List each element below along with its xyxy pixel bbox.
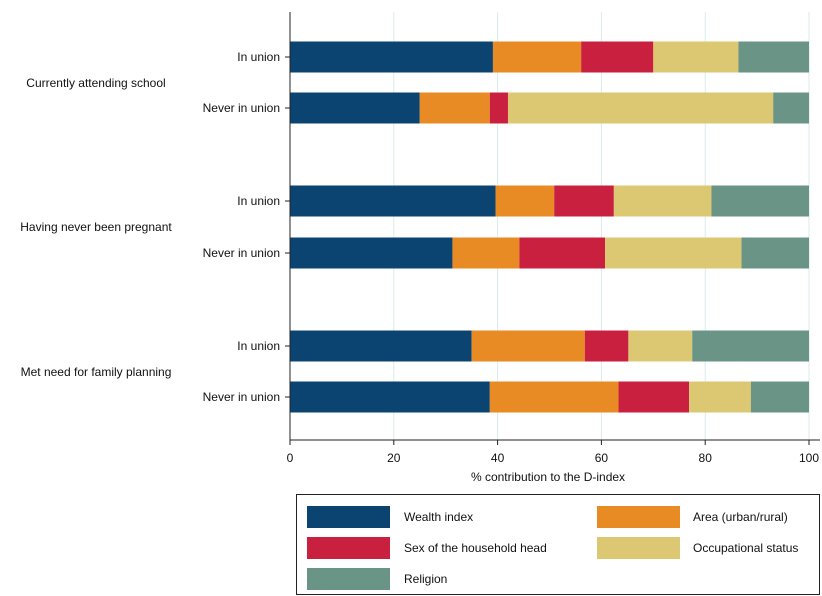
bar-segment (492, 41, 582, 73)
x-tick-label: 20 (387, 451, 401, 465)
bar-segment (507, 92, 774, 124)
bars (290, 41, 809, 413)
legend: Wealth index Area (urban/rural) Sex of the… (296, 494, 820, 595)
bar-segment (471, 330, 585, 362)
group-label: Having never been pregnant (20, 220, 172, 234)
legend-swatch (597, 537, 680, 559)
bar-segment (290, 381, 490, 413)
gridlines (393, 12, 810, 440)
bar-segment (290, 185, 496, 217)
bar-segment (692, 330, 809, 362)
bar-segment (605, 237, 742, 269)
bar-segment (750, 381, 809, 413)
bar-segment (519, 237, 606, 269)
bar-segment (653, 41, 739, 73)
x-tick-label: 60 (595, 451, 609, 465)
bar-segment (489, 381, 619, 413)
bar-segment (689, 381, 751, 413)
legend-swatch (597, 506, 680, 528)
legend-label: Wealth index (404, 510, 473, 524)
bar-segment (290, 92, 420, 124)
x-axis-label: % contribution to the D-index (471, 470, 625, 484)
x-tick-label: 80 (699, 451, 713, 465)
x-tick-label: 100 (799, 451, 819, 465)
x-tick-label: 0 (287, 451, 294, 465)
row-label: In union (237, 50, 280, 64)
legend-swatch (307, 568, 390, 590)
group-label: Met need for family planning (21, 365, 172, 379)
bar-segment (554, 185, 614, 217)
category-labels: In union Never in union Currently attendin… (20, 50, 280, 404)
legend-label: Sex of the household head (404, 541, 547, 555)
row-label: Never in union (203, 246, 280, 260)
bar-segment (628, 330, 693, 362)
legend-label: Religion (404, 572, 447, 586)
bar-segment (584, 330, 629, 362)
row-label: Never in union (203, 390, 280, 404)
bar-segment (738, 41, 809, 73)
axes: 0 20 40 60 80 100 (285, 12, 820, 465)
row-label: In union (237, 339, 280, 353)
bar-segment (489, 92, 508, 124)
bar-segment (773, 92, 809, 124)
bar-segment (290, 237, 453, 269)
bar-segment (452, 237, 520, 269)
legend-swatch (307, 506, 390, 528)
bar-segment (290, 41, 493, 73)
bar-segment (495, 185, 555, 217)
row-label: Never in union (203, 101, 280, 115)
row-label: In union (237, 194, 280, 208)
legend-swatch (307, 537, 390, 559)
bar-segment (613, 185, 712, 217)
bar-segment (741, 237, 809, 269)
legend-label: Area (urban/rural) (693, 510, 788, 524)
x-tick-label: 40 (491, 451, 505, 465)
bar-segment (581, 41, 654, 73)
group-label: Currently attending school (26, 76, 165, 90)
bar-segment (419, 92, 490, 124)
legend-label: Occupational status (693, 541, 798, 555)
bar-segment (711, 185, 809, 217)
bar-segment (290, 330, 472, 362)
bar-segment (618, 381, 690, 413)
